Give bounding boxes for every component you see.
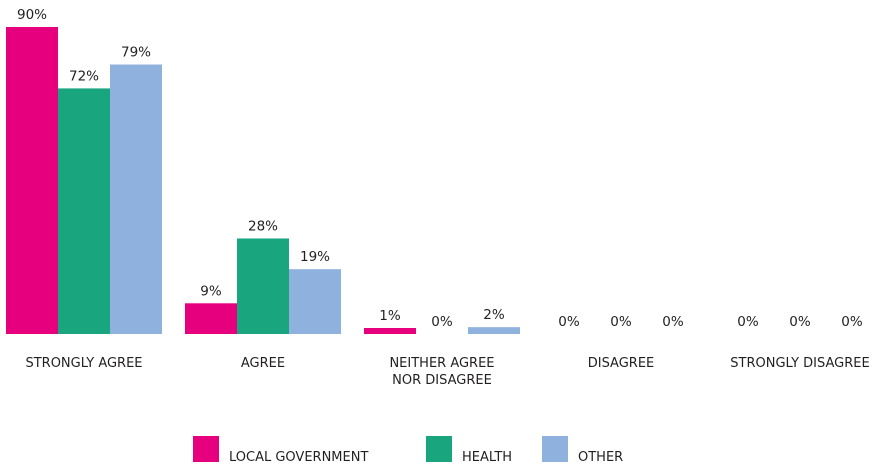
category-label-line: NEITHER AGREE [389,356,494,371]
data-label: 19% [300,249,330,265]
category-label: STRONGLY DISAGREE [730,356,869,371]
legend-label: OTHER [578,450,623,465]
category-label: NEITHER AGREE NOR DISAGREE [389,356,494,388]
bar [468,327,520,334]
bar [237,238,289,334]
bar [289,269,341,334]
bar [364,328,416,334]
category-label: DISAGREE [588,356,655,371]
category-label: STRONGLY AGREE [25,356,142,371]
data-label: 0% [662,314,684,330]
bar [110,64,162,335]
data-label: 9% [200,283,222,299]
category-labels: STRONGLY AGREE AGREE NEITHER AGREE NOR DISA… [25,356,869,388]
legend-label: LOCAL GOVERNMENT [229,450,368,465]
legend-swatch [193,436,219,462]
data-label: 0% [610,314,632,330]
value-labels: 90% 72% 79% 9% 28% 19% 1% 0% 2% 0% 0% 0% 0% 0% 0% [17,7,863,330]
chart-bars [6,27,520,335]
data-label: 0% [737,314,759,330]
category-label: AGREE [241,356,285,371]
data-label: 1% [379,308,401,324]
category-label-line: AGREE [241,356,285,371]
data-label: 0% [431,314,453,330]
bar [6,27,58,334]
data-label: 0% [841,314,863,330]
data-label: 79% [121,45,151,61]
legend-label: HEALTH [462,450,512,465]
category-label-line: STRONGLY AGREE [25,356,142,371]
category-label-line: DISAGREE [588,356,655,371]
category-label-line: NOR DISAGREE [392,373,492,388]
bar [58,88,110,335]
data-label: 28% [248,218,278,234]
data-label: 72% [69,68,99,84]
legend-swatch [426,436,452,462]
legend-swatch [542,436,568,462]
data-label: 2% [483,307,505,323]
bar [185,303,237,334]
category-label-line: STRONGLY DISAGREE [730,356,869,371]
data-label: 0% [558,314,580,330]
data-label: 0% [789,314,811,330]
data-label: 90% [17,7,47,23]
legend: LOCAL GOVERNMENT HEALTH OTHER [193,436,623,465]
